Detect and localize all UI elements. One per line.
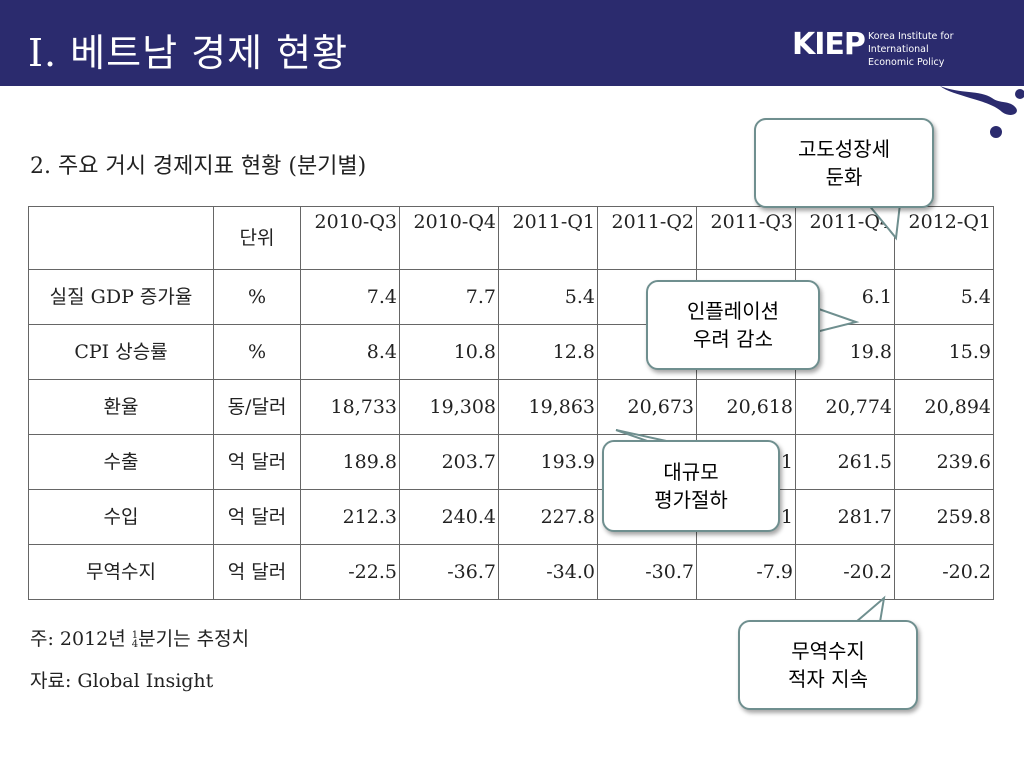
page-title: I. 베트남 경제 현황 (28, 31, 349, 75)
table-row: CPI 상승률% 8.4 10.8 12.8 19.8 15.9 (28, 324, 994, 380)
callout-line: 무역수지 (791, 639, 865, 663)
callout-line: 평가절하 (654, 488, 728, 512)
row-label: 실질 GDP 증가율 (28, 269, 214, 325)
callout-growth-slowdown: 고도성장세 둔화 (754, 118, 934, 208)
value-cell: 10.8 (399, 324, 499, 380)
header-quarter-cell: 2011-Q3 (696, 206, 796, 270)
fraction-numerator: 1 (131, 630, 139, 641)
value-cell: 5.4 (498, 269, 598, 325)
value-cell: 19,863 (498, 379, 598, 435)
callout-devaluation: 대규모 평가절하 (602, 440, 780, 532)
value-cell: 227.8 (498, 489, 598, 545)
indicator-table: 단위 2010-Q3 2010-Q4 2011-Q1 2011-Q2 2011-Q3 201… (28, 206, 994, 600)
table-row: 환율 동/달러 18,733 19,308 19,863 20,673 20,618 20,7… (28, 379, 994, 435)
value-cell: 259.8 (894, 489, 994, 545)
value-cell: -7.9 (696, 544, 796, 600)
table-header-row: 단위 2010-Q3 2010-Q4 2011-Q1 2011-Q2 2011-Q3 201… (28, 206, 994, 270)
row-unit: % (213, 269, 301, 325)
note-prefix: 주: 2012년 (30, 628, 132, 650)
value-cell: 7.7 (399, 269, 499, 325)
value-cell: 20,673 (597, 379, 697, 435)
value-cell: -36.7 (399, 544, 499, 600)
row-unit: 억 달러 (213, 489, 301, 545)
header-quarter-cell: 2011-Q1 (498, 206, 598, 270)
section-subtitle: 2. 주요 거시 경제지표 현황 (분기별) (30, 154, 367, 179)
value-cell: 240.4 (399, 489, 499, 545)
value-cell: 15.9 (894, 324, 994, 380)
ink-splash-decoration (900, 80, 1024, 138)
value-cell: 20,618 (696, 379, 796, 435)
value-cell: 20,894 (894, 379, 994, 435)
table-row: 수출 억 달러 189.8 203.7 193.9.1 261.5 239.6 (28, 434, 994, 490)
callout-line: 둔화 (825, 165, 863, 189)
value-cell: 203.7 (399, 434, 499, 490)
value-cell: -20.2 (795, 544, 895, 600)
header-quarter-cell: 2011-Q4 (795, 206, 895, 270)
row-unit: 동/달러 (213, 379, 301, 435)
header-quarter-cell: 2010-Q3 (300, 206, 400, 270)
row-label: 무역수지 (28, 544, 214, 600)
value-cell: 261.5 (795, 434, 895, 490)
row-label: 환율 (28, 379, 214, 435)
callout-line: 우려 감소 (693, 327, 773, 351)
value-cell: 239.6 (894, 434, 994, 490)
callout-line: 고도성장세 (798, 137, 890, 161)
row-label: 수출 (28, 434, 214, 490)
value-cell: 20,774 (795, 379, 895, 435)
value-cell: 19,308 (399, 379, 499, 435)
callout-trade-deficit: 무역수지 적자 지속 (738, 620, 918, 710)
header-corner-cell (28, 206, 214, 270)
value-cell: -22.5 (300, 544, 400, 600)
value-cell: 7.4 (300, 269, 400, 325)
row-label: 수입 (28, 489, 214, 545)
value-cell: 193.9 (498, 434, 598, 490)
logo-mark: KIEP (792, 27, 866, 62)
row-label: CPI 상승률 (28, 324, 214, 380)
table-row: 무역수지 억 달러 -22.5 -36.7 -34.0 -30.7 -7.9 -20.2 -20… (28, 544, 994, 600)
kiep-logo: KIEP Korea Institute for International E… (792, 27, 1012, 69)
table-row: 실질 GDP 증가율% 7.4 7.7 5.4 6.1 5.4 (28, 269, 994, 325)
value-cell: 12.8 (498, 324, 598, 380)
logo-text: Korea Institute for International Econom… (868, 30, 1012, 69)
source-note: 자료: Global Insight (30, 670, 214, 692)
callout-line: 인플레이션 (687, 299, 779, 323)
header-unit-cell: 단위 (213, 206, 301, 270)
value-cell: 18,733 (300, 379, 400, 435)
title-bar: I. 베트남 경제 현황 KIEP Korea Institute for In… (0, 0, 1024, 86)
fraction-denominator: 4 (131, 639, 139, 650)
row-unit: 억 달러 (213, 434, 301, 490)
row-unit: 억 달러 (213, 544, 301, 600)
callout-inflation: 인플레이션 우려 감소 (646, 280, 820, 370)
value-cell: -30.7 (597, 544, 697, 600)
value-cell: 5.4 (894, 269, 994, 325)
logo-text-line2: Economic Policy (868, 57, 945, 68)
callout-line: 대규모 (663, 460, 719, 484)
callout-line: 적자 지속 (788, 667, 868, 691)
logo-text-line1: Korea Institute for International (868, 31, 954, 55)
header-quarter-cell: 2012-Q1 (894, 206, 994, 270)
value-cell: 212.3 (300, 489, 400, 545)
value-cell: -20.2 (894, 544, 994, 600)
header-quarter-cell: 2010-Q4 (399, 206, 499, 270)
note-suffix: 분기는 추정치 (138, 628, 250, 650)
value-cell: 8.4 (300, 324, 400, 380)
value-cell: 281.7 (795, 489, 895, 545)
table-row: 수입 억 달러 212.3 240.4 227.8.1 281.7 259.8 (28, 489, 994, 545)
header-quarter-cell: 2011-Q2 (597, 206, 697, 270)
value-cell: -34.0 (498, 544, 598, 600)
estimate-note: 주: 2012년 1 4분기는 추정치 (30, 624, 249, 651)
row-unit: % (213, 324, 301, 380)
value-cell: 189.8 (300, 434, 400, 490)
